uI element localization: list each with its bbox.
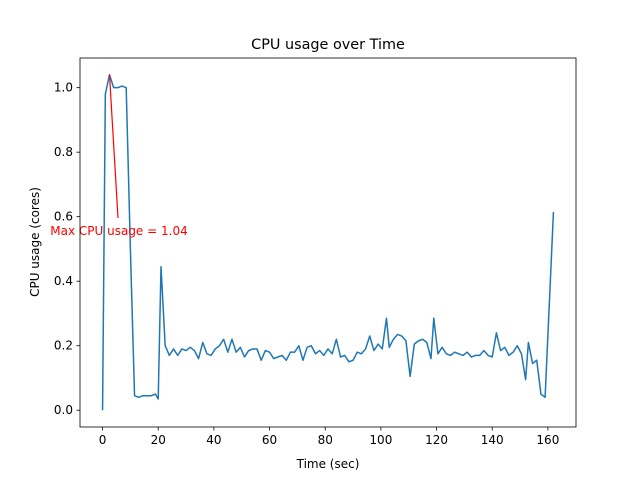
x-tick-label: 100 xyxy=(369,433,392,447)
x-tick-label: 60 xyxy=(262,433,277,447)
x-tick-label: 80 xyxy=(318,433,333,447)
plot-area: 0 20 40 60 80 100 120 140 160 0.0 0.2 0.4 0.6 0.8 1.0 M… xyxy=(50,74,559,447)
annotation-text: Max CPU usage = 1.04 xyxy=(50,224,187,238)
y-tick-label: 0.2 xyxy=(54,339,73,353)
data-line xyxy=(101,74,555,411)
annotation-arrow xyxy=(108,74,119,219)
y-tick-label: 1.0 xyxy=(54,81,73,95)
axes-frame xyxy=(79,57,577,428)
x-tick-label: 0 xyxy=(99,433,107,447)
x-tick-label: 120 xyxy=(425,433,448,447)
x-tick-label: 20 xyxy=(151,433,166,447)
y-tick-label: 0.8 xyxy=(54,145,73,159)
x-tick-label: 40 xyxy=(206,433,221,447)
y-tick-label: 0.0 xyxy=(54,403,73,417)
x-tick-label: 140 xyxy=(481,433,504,447)
x-axis-label: Time (sec) xyxy=(296,457,360,471)
y-tick-label: 0.6 xyxy=(54,210,73,224)
chart-title: CPU usage over Time xyxy=(251,37,405,53)
x-tick-label: 160 xyxy=(536,433,559,447)
y-axis-label: CPU usage (cores) xyxy=(28,187,42,297)
y-tick-label: 0.4 xyxy=(54,274,73,288)
